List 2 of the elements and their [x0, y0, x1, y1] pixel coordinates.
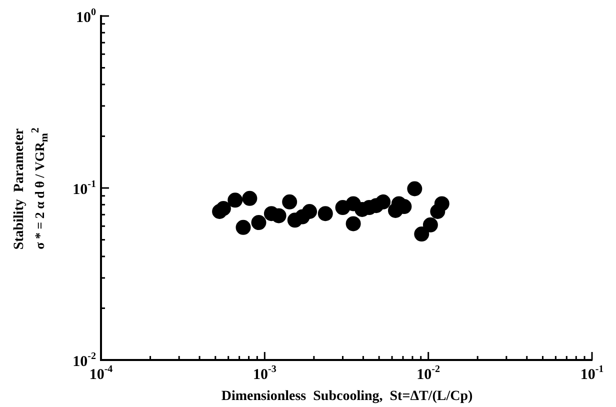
y-axis-title: Stability Parameter: [11, 127, 28, 252]
x-axis-title: Dimensionless Subcooling, St=ΔT/(L/Cp): [220, 389, 474, 405]
